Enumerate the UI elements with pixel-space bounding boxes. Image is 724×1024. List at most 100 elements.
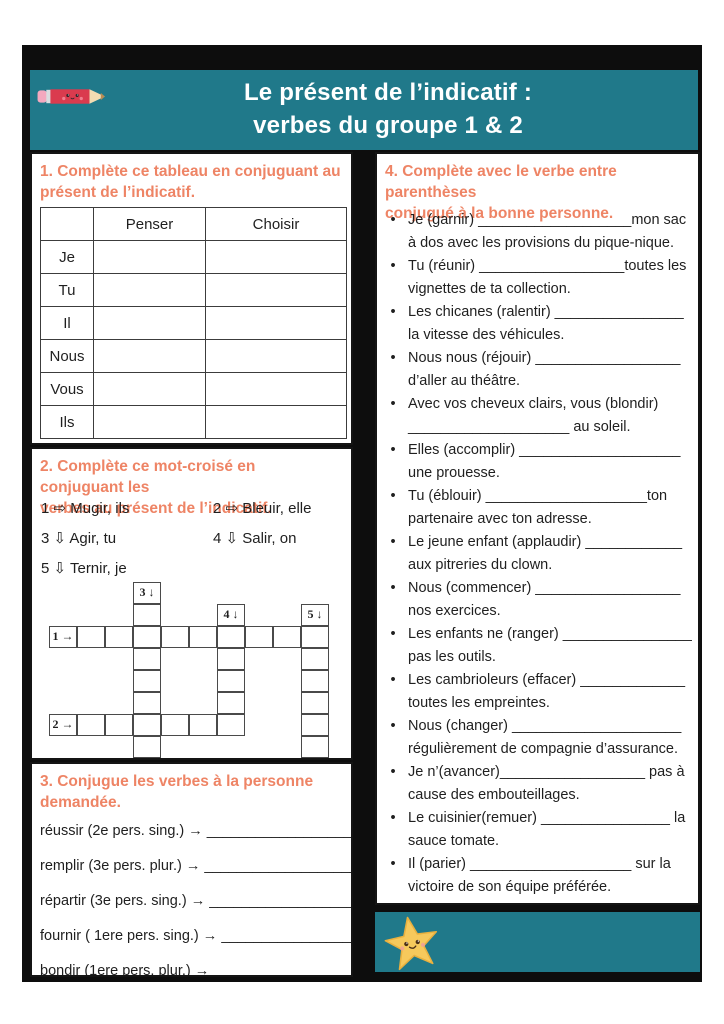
sentence-text: Le jeune enfant (applaudir) ____________…	[408, 534, 683, 573]
sentence-text: Les cambrioleurs (effacer) _____________…	[408, 672, 686, 711]
crossword-cell[interactable]	[105, 626, 133, 648]
sentence-item: • Tu (réunir) __________________toutes le…	[387, 255, 696, 301]
table-header-row: Penser Choisir	[40, 207, 347, 241]
answer-cell[interactable]	[93, 339, 206, 373]
bullet-icon: •	[390, 442, 396, 458]
sentence-text: Tu (éblouir) ____________________ton part…	[408, 488, 668, 527]
bullet-icon: •	[390, 810, 396, 826]
answer-cell[interactable]	[205, 240, 347, 274]
pronoun-label: Je	[40, 240, 94, 274]
crossword-cell[interactable]	[273, 626, 301, 648]
crossword-cell[interactable]	[133, 736, 161, 758]
crossword-cell[interactable]	[301, 626, 329, 648]
bullet-icon: •	[390, 304, 396, 320]
sentence-item: • Les cambrioleurs (effacer) ____________…	[387, 669, 696, 715]
crossword-cell[interactable]	[217, 670, 245, 692]
crossword-cell[interactable]	[217, 648, 245, 670]
crossword-cell[interactable]	[301, 648, 329, 670]
bullet-icon: •	[390, 396, 396, 412]
sentence-item: • Nous nous (réjouir) __________________ d…	[387, 347, 696, 393]
sentence-list: • Je (garnir) ___________________mon sac à…	[387, 209, 696, 899]
conjugation-line: remplir (3e pers. plur.) → _____________…	[40, 858, 353, 874]
pronoun-label: Nous	[40, 339, 94, 373]
crossword-clue: 3 ⇩ Agir, tu	[41, 530, 117, 547]
worksheet-card: Le présent de l’indicatif : verbes du gr…	[22, 45, 702, 982]
crossword-clue: 2 ⇨ Bleuir, elle	[213, 500, 312, 517]
section-2-crossword-exercise: 2. Complète ce mot-croisé en conjuguant …	[30, 447, 353, 760]
section-4-sentence-exercise: 4. Complète avec le verbe entre parenthè…	[375, 152, 700, 905]
crossword-clue: 1 ⇨ Mugir, ils	[41, 500, 130, 517]
crossword-cell[interactable]	[161, 626, 189, 648]
sentence-text: Le cuisinier(remuer) ________________ la…	[408, 810, 686, 849]
crossword-cell[interactable]	[161, 714, 189, 736]
crossword-label-cell: 1 →	[49, 626, 77, 648]
pencil-icon	[37, 89, 105, 104]
crossword-cell[interactable]	[217, 626, 245, 648]
crossword-cell[interactable]	[77, 626, 105, 648]
table-row: Il	[40, 306, 347, 340]
crossword-cell[interactable]	[133, 648, 161, 670]
answer-cell[interactable]	[205, 405, 347, 439]
section-4-title: 4. Complète avec le verbe entre parenthè…	[385, 163, 617, 222]
crossword-cell[interactable]	[133, 714, 161, 736]
pronoun-label: Tu	[40, 273, 94, 307]
sentence-item: • Nous (changer) _____________________ rég…	[387, 715, 696, 761]
crossword-clue: 4 ⇩ Salir, on	[213, 530, 297, 547]
crossword-cell[interactable]	[133, 626, 161, 648]
bullet-icon: •	[390, 534, 396, 550]
crossword-cell[interactable]	[133, 604, 161, 626]
answer-cell[interactable]	[205, 372, 347, 406]
table-row: Nous	[40, 339, 347, 373]
bullet-icon: •	[390, 672, 396, 688]
crossword-cell[interactable]	[301, 736, 329, 758]
sentence-item: • Le jeune enfant (applaudir) ___________…	[387, 531, 696, 577]
sentence-text: Nous (commencer) __________________ nos e…	[408, 580, 681, 619]
sentence-text: Les chicanes (ralentir) ________________…	[408, 304, 684, 343]
crossword-cell[interactable]	[301, 714, 329, 736]
crossword-grid: 3 ↓ 4 ↓ 5 ↓ 1 → 2 →	[49, 582, 331, 760]
pronoun-label: Ils	[40, 405, 94, 439]
sentence-item: • Avec vos cheveux clairs, vous (blondir)…	[387, 393, 696, 439]
sentence-text: Nous nous (réjouir) __________________ d’…	[408, 350, 681, 389]
crossword-cell[interactable]	[245, 626, 273, 648]
crossword-cell[interactable]	[217, 692, 245, 714]
conjugation-line: réussir (2e pers. sing.) → _____________…	[40, 823, 353, 839]
crossword-label-cell: 4 ↓	[217, 604, 245, 626]
sentence-text: Je (garnir) ___________________mon sac à …	[408, 212, 687, 251]
column-header: Choisir	[205, 207, 347, 241]
page-title-line1: Le présent de l’indicatif :	[243, 79, 533, 106]
crossword-cell[interactable]	[77, 714, 105, 736]
page-title: Le présent de l’indicatif : verbes du gr…	[30, 76, 698, 142]
column-header: Penser	[93, 207, 206, 241]
bullet-icon: •	[390, 764, 396, 780]
crossword-cell[interactable]	[189, 626, 217, 648]
crossword-cell[interactable]	[105, 714, 133, 736]
answer-cell[interactable]	[205, 306, 347, 340]
pronoun-label: Vous	[40, 372, 94, 406]
answer-cell[interactable]	[93, 372, 206, 406]
crossword-cell[interactable]	[217, 714, 245, 736]
sentence-item: • Les enfants ne (ranger) _______________…	[387, 623, 696, 669]
sentence-text: Nous (changer) _____________________ régu…	[408, 718, 682, 757]
answer-cell[interactable]	[93, 306, 206, 340]
table-row: Tu	[40, 273, 347, 307]
answer-cell[interactable]	[205, 273, 347, 307]
sentence-item: • Je (garnir) ___________________mon sac à…	[387, 209, 696, 255]
crossword-cell[interactable]	[301, 670, 329, 692]
crossword-clue: 5 ⇩ Ternir, je	[41, 560, 127, 577]
answer-cell[interactable]	[205, 339, 347, 373]
crossword-cell[interactable]	[133, 670, 161, 692]
sentence-text: Avec vos cheveux clairs, vous (blondir) _…	[408, 396, 659, 435]
section-1-table-exercise: 1. Complète ce tableau en conjuguant au …	[30, 152, 353, 445]
sentence-item: • Tu (éblouir) ____________________ton par…	[387, 485, 696, 531]
conjugation-line: fournir ( 1ere pers. sing.) → __________…	[40, 928, 353, 944]
answer-cell[interactable]	[93, 405, 206, 439]
sentence-text: Elles (accomplir) ____________________ un…	[408, 442, 681, 481]
crossword-cell[interactable]	[301, 692, 329, 714]
conjugation-lines: réussir (2e pers. sing.) → _____________…	[40, 814, 353, 975]
crossword-cell[interactable]	[133, 692, 161, 714]
crossword-cell[interactable]	[189, 714, 217, 736]
answer-cell[interactable]	[93, 273, 206, 307]
answer-cell[interactable]	[93, 240, 206, 274]
